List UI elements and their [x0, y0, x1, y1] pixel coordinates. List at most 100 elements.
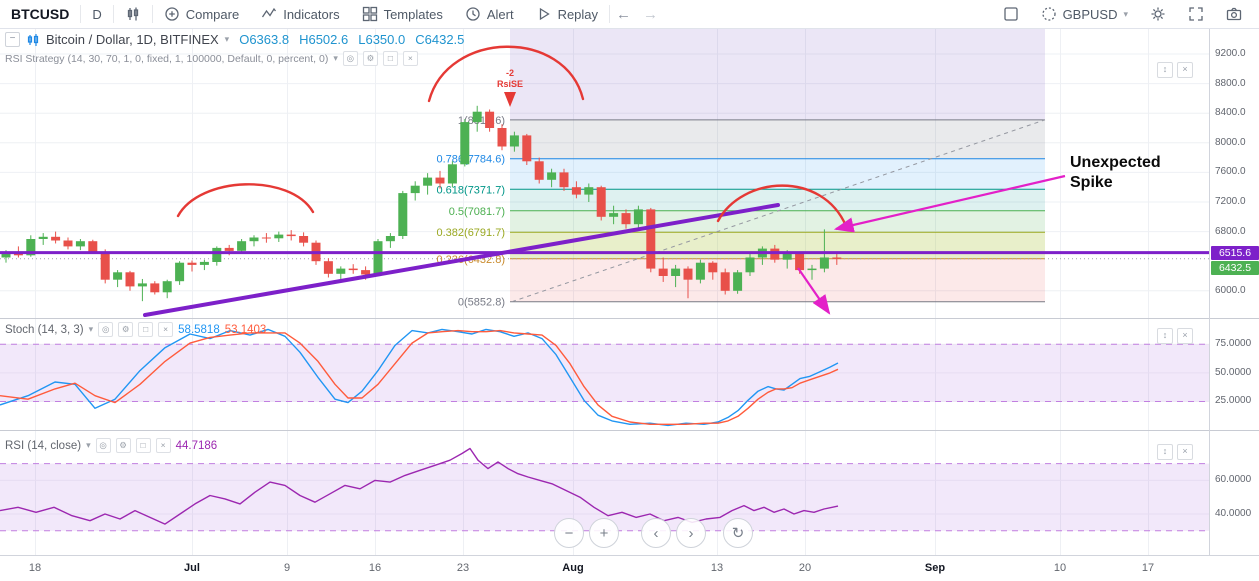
svg-text:0.382(6791.7): 0.382(6791.7)	[437, 227, 506, 239]
replay-button[interactable]: Replay	[525, 0, 609, 28]
collapse-pane-icon[interactable]: −	[5, 32, 20, 47]
replay-icon	[539, 7, 550, 21]
time-axis-label[interactable]: Sep	[924, 562, 946, 574]
time-axis-label[interactable]: 16	[368, 562, 382, 574]
move-pane-icon[interactable]: ↕	[1157, 444, 1173, 460]
templates-button[interactable]: Templates	[351, 0, 454, 28]
compare-icon	[165, 7, 179, 21]
chart-type-button[interactable]	[114, 0, 152, 28]
style-icon[interactable]: □	[138, 322, 154, 337]
time-axis-label[interactable]: 23	[456, 562, 470, 574]
indicators-button[interactable]: Indicators	[250, 0, 350, 28]
snapshot-button[interactable]	[1215, 6, 1253, 22]
templates-label: Templates	[383, 6, 443, 22]
close-pane-icon[interactable]: ×	[1177, 328, 1193, 344]
axis-tick: 8000.0	[1215, 136, 1246, 148]
strategy-label[interactable]: RSI Strategy (14, 30, 70, 1, 0, fixed, 1…	[5, 52, 329, 65]
zoom-in-button[interactable]: +	[589, 518, 619, 548]
delete-icon[interactable]: ×	[155, 438, 171, 453]
layout-icon	[1003, 7, 1018, 21]
toolbar-divider	[609, 5, 611, 23]
delete-icon[interactable]: ×	[402, 51, 418, 66]
scroll-right-button[interactable]: ›	[676, 518, 706, 548]
eye-icon[interactable]: ◎	[342, 51, 358, 66]
reset-chart-button[interactable]: ↻	[723, 518, 753, 548]
chevron-down-icon[interactable]: ▾	[224, 34, 230, 44]
ohlc-close: C6432.5	[415, 32, 465, 47]
compare-button[interactable]: Compare	[153, 0, 250, 28]
style-icon[interactable]: □	[135, 438, 151, 453]
price-axis[interactable]: 6515.6 6432.5 9200.0 8800.0 8400.0 8000.0 76…	[1209, 28, 1259, 556]
svg-text:-2: -2	[506, 68, 514, 78]
rsi-title[interactable]: RSI (14, close)	[5, 439, 82, 452]
time-axis-label[interactable]: 17	[1141, 562, 1155, 574]
time-axis-label[interactable]: Aug	[562, 562, 584, 574]
redo-button[interactable]: →	[643, 5, 659, 23]
move-pane-icon[interactable]: ↕	[1157, 328, 1173, 344]
replay-label: Replay	[557, 6, 599, 22]
indicators-label: Indicators	[283, 6, 340, 22]
close-pane-icon[interactable]: ×	[1177, 444, 1193, 460]
indicators-icon	[262, 7, 277, 18]
eye-icon[interactable]: ◎	[95, 438, 111, 453]
fullscreen-button[interactable]	[1177, 6, 1215, 22]
time-axis-label[interactable]: 10	[1053, 562, 1067, 574]
move-pane-icon[interactable]: ↕	[1157, 62, 1173, 78]
time-axis[interactable]: 18 Jul 9 16 23 Aug 13 20 Sep 10 17	[0, 555, 1259, 581]
stoch-pane-buttons: ↕ ×	[1157, 328, 1193, 344]
axis-tick: 9200.0	[1215, 48, 1246, 59]
svg-text:0(5852.8): 0(5852.8)	[458, 297, 505, 309]
time-axis-label[interactable]: Jul	[184, 562, 200, 574]
style-icon[interactable]: □	[382, 51, 398, 66]
layout-button[interactable]	[992, 6, 1030, 22]
axis-tick: 40.0000	[1215, 508, 1252, 519]
symbol-button[interactable]: BTCUSD	[11, 6, 70, 22]
candlestick-chart-icon	[127, 7, 138, 21]
stoch-title[interactable]: Stoch (14, 3, 3)	[5, 323, 84, 336]
compare-label: Compare	[185, 6, 240, 22]
toolbar-divider	[112, 5, 114, 23]
svg-text:0.786(7784.6): 0.786(7784.6)	[437, 154, 506, 166]
axis-tick: 7200.0	[1215, 196, 1246, 207]
axis-tick: 7600.0	[1215, 166, 1246, 178]
settings-icon[interactable]: ⚙	[118, 322, 134, 337]
scroll-left-button[interactable]: ‹	[641, 518, 671, 548]
gear-icon	[1151, 7, 1165, 21]
rsi-legend: RSI (14, close) ▾ ◎ ⚙ □ × 44.7186	[5, 438, 217, 453]
interval-button[interactable]: D	[92, 6, 102, 22]
svg-text:0.618(7371.7): 0.618(7371.7)	[437, 184, 506, 196]
toolbar-right: GBPUSD ▾	[992, 6, 1259, 22]
main-legend: − Bitcoin / Dollar, 1D, BITFINEX ▾ O6363…	[5, 32, 464, 47]
settings-button[interactable]	[1139, 6, 1177, 22]
axis-tick: 25.0000	[1215, 395, 1252, 407]
stoch-d-value: 53.1403	[224, 323, 267, 336]
chevron-down-icon[interactable]: ▾	[333, 53, 338, 63]
alert-button[interactable]: Alert	[454, 0, 525, 28]
time-axis-label[interactable]: 18	[28, 562, 42, 574]
ohlc-open: O6363.8	[239, 32, 290, 47]
axis-tick: 50.0000	[1215, 366, 1252, 378]
watchlist-item-gbpusd[interactable]: GBPUSD ▾	[1030, 6, 1139, 22]
undo-button[interactable]: ←	[616, 5, 632, 23]
spike-annotation-line1: Unexpected	[1070, 154, 1161, 171]
time-axis-label[interactable]: 13	[710, 562, 724, 574]
series-candles-icon	[27, 33, 39, 46]
delete-icon[interactable]: ×	[158, 322, 174, 337]
time-axis-label[interactable]: 20	[798, 562, 812, 574]
settings-icon[interactable]: ⚙	[115, 438, 131, 453]
eye-icon[interactable]: ◎	[98, 322, 114, 337]
settings-icon[interactable]: ⚙	[362, 51, 378, 66]
close-pane-icon[interactable]: ×	[1177, 62, 1193, 78]
top-toolbar: BTCUSD D Compare Indicators Templates	[0, 0, 1259, 29]
zoom-out-button[interactable]: −	[554, 518, 584, 548]
ohlc-high: H6502.6	[299, 32, 349, 47]
svg-text:RsiSE: RsiSE	[497, 79, 523, 89]
chevron-down-icon: ▾	[1123, 8, 1128, 19]
time-axis-label[interactable]: 9	[283, 562, 291, 574]
symbol-title[interactable]: Bitcoin / Dollar, 1D, BITFINEX	[46, 32, 219, 47]
alert-clock-icon	[466, 7, 480, 21]
chevron-down-icon[interactable]: ▾	[86, 440, 91, 450]
chevron-down-icon[interactable]: ▾	[88, 324, 94, 334]
